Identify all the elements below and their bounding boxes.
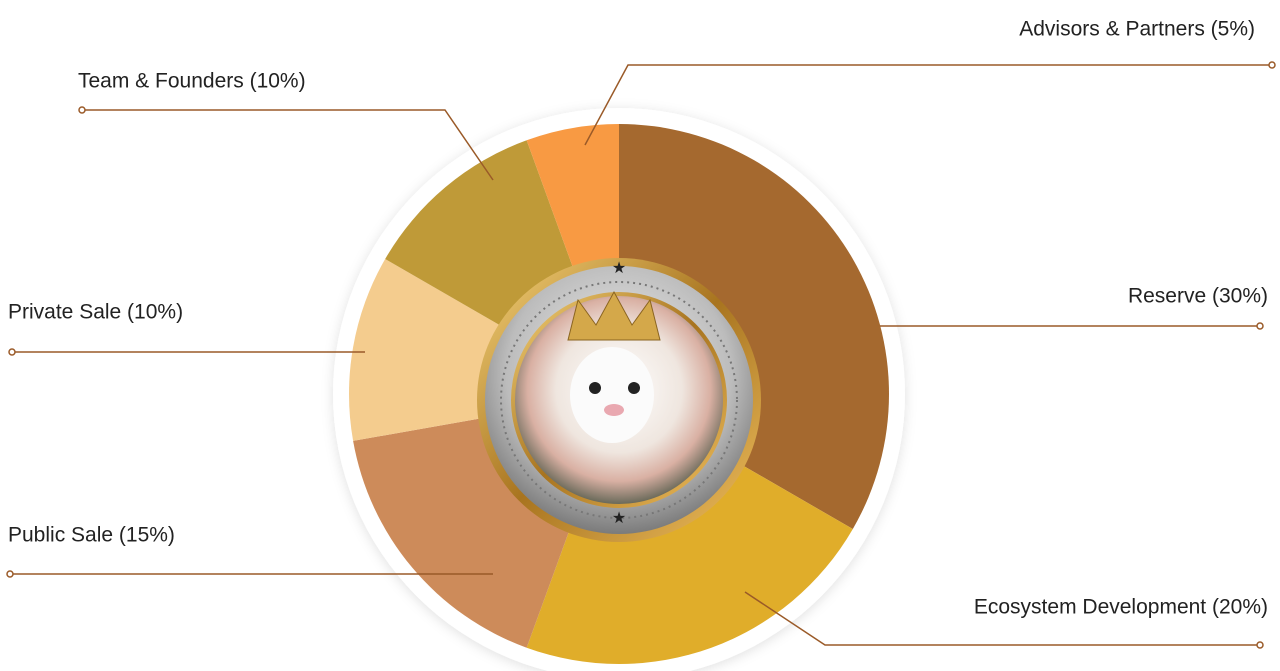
slice-label: Team & Founders (10%) [78,70,306,93]
slice-label: Ecosystem Development (20%) [974,596,1268,619]
slice-label: Public Sale (15%) [8,524,175,547]
slice-label: Advisors & Partners (5%) [1019,18,1255,41]
leader-dot [1257,323,1263,329]
leader-dot [1257,642,1263,648]
leader-line [82,110,493,180]
coin: ★ ★ [477,258,761,542]
svg-text:★: ★ [612,510,626,527]
chart: ★ ★ Reserve (30%) Ecosystem Development (… [0,0,1280,671]
svg-text:★: ★ [612,260,626,277]
slice-label: Private Sale (10%) [8,301,183,324]
leader-dot [7,571,13,577]
leader-dot [1269,62,1275,68]
leader-dot [79,107,85,113]
leader-dot [9,349,15,355]
slice-label: Reserve (30%) [1128,285,1268,308]
